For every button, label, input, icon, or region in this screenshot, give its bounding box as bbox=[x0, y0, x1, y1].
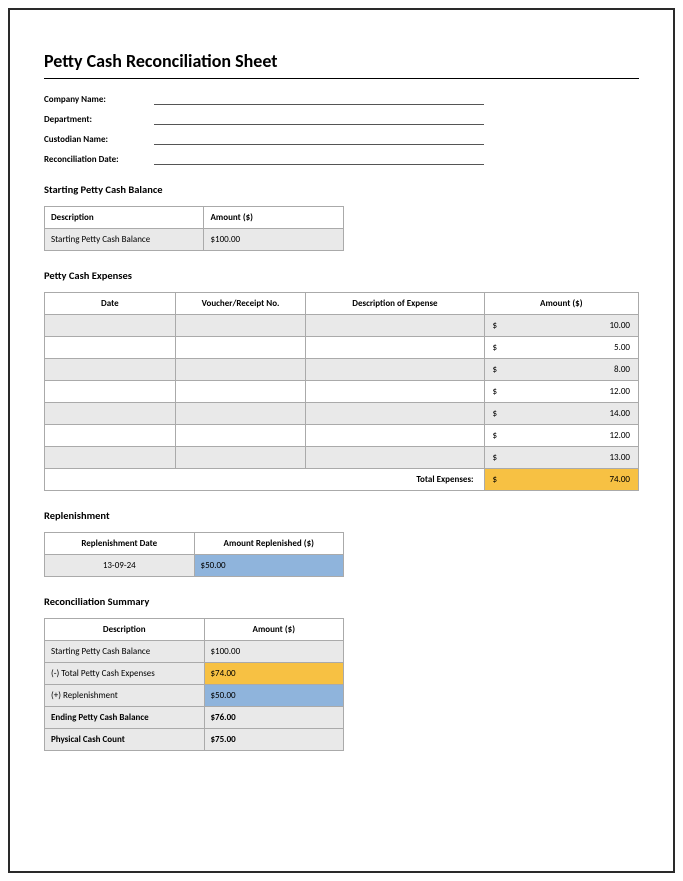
custodian-input-line[interactable] bbox=[154, 133, 484, 145]
th-description: Description bbox=[45, 207, 204, 229]
exp-amount: $13.00 bbox=[484, 447, 638, 469]
summary-desc: Ending Petty Cash Balance bbox=[45, 707, 205, 729]
summary-desc: Physical Cash Count bbox=[45, 729, 205, 751]
custodian-label: Custodian Name: bbox=[44, 134, 154, 145]
total-expenses-label: Total Expenses: bbox=[45, 469, 485, 491]
th-date: Date bbox=[45, 293, 176, 315]
rep-date: 13-09-24 bbox=[45, 555, 195, 577]
th-amount: Amount ($) bbox=[204, 207, 344, 229]
info-row-department: Department: bbox=[44, 113, 639, 125]
section-expenses: Petty Cash Expenses bbox=[44, 269, 639, 282]
exp-voucher[interactable] bbox=[175, 381, 306, 403]
info-row-custodian: Custodian Name: bbox=[44, 133, 639, 145]
exp-voucher[interactable] bbox=[175, 315, 306, 337]
exp-amount: $5.00 bbox=[484, 337, 638, 359]
document-frame: Petty Cash Reconciliation Sheet Company … bbox=[8, 8, 675, 873]
table-starting-balance: Description Amount ($) Starting Petty Ca… bbox=[44, 206, 344, 251]
page-title: Petty Cash Reconciliation Sheet bbox=[44, 50, 639, 79]
summary-amount: $76.00 bbox=[204, 707, 344, 729]
th-rep-amount: Amount Replenished ($) bbox=[194, 533, 343, 555]
exp-desc[interactable] bbox=[306, 315, 484, 337]
summary-row: (+) Replenishment$50.00 bbox=[45, 685, 344, 707]
exp-desc[interactable] bbox=[306, 425, 484, 447]
exp-amount: $10.00 bbox=[484, 315, 638, 337]
starting-amount: $100.00 bbox=[204, 229, 344, 251]
exp-date[interactable] bbox=[45, 315, 176, 337]
th-sum-desc: Description bbox=[45, 619, 205, 641]
department-label: Department: bbox=[44, 114, 154, 125]
recon-date-label: Reconciliation Date: bbox=[44, 154, 154, 165]
exp-voucher[interactable] bbox=[175, 359, 306, 381]
summary-amount: $50.00 bbox=[204, 685, 344, 707]
department-input-line[interactable] bbox=[154, 113, 484, 125]
exp-voucher[interactable] bbox=[175, 447, 306, 469]
exp-amount: $12.00 bbox=[484, 425, 638, 447]
starting-desc: Starting Petty Cash Balance bbox=[45, 229, 204, 251]
summary-row: (-) Total Petty Cash Expenses$74.00 bbox=[45, 663, 344, 685]
recon-date-input-line[interactable] bbox=[154, 153, 484, 165]
summary-row: Physical Cash Count$75.00 bbox=[45, 729, 344, 751]
summary-row: Ending Petty Cash Balance$76.00 bbox=[45, 707, 344, 729]
summary-desc: Starting Petty Cash Balance bbox=[45, 641, 205, 663]
summary-amount: $75.00 bbox=[204, 729, 344, 751]
section-summary: Reconciliation Summary bbox=[44, 595, 639, 608]
rep-amount: $50.00 bbox=[194, 555, 343, 577]
expense-row: $5.00 bbox=[45, 337, 639, 359]
exp-date[interactable] bbox=[45, 381, 176, 403]
expense-row: $13.00 bbox=[45, 447, 639, 469]
company-label: Company Name: bbox=[44, 94, 154, 105]
section-replenishment: Replenishment bbox=[44, 509, 639, 522]
table-expenses: Date Voucher/Receipt No. Description of … bbox=[44, 292, 639, 491]
summary-desc: (+) Replenishment bbox=[45, 685, 205, 707]
exp-desc[interactable] bbox=[306, 447, 484, 469]
exp-date[interactable] bbox=[45, 425, 176, 447]
exp-date[interactable] bbox=[45, 403, 176, 425]
exp-desc[interactable] bbox=[306, 381, 484, 403]
exp-date[interactable] bbox=[45, 447, 176, 469]
summary-desc: (-) Total Petty Cash Expenses bbox=[45, 663, 205, 685]
expense-row: $10.00 bbox=[45, 315, 639, 337]
exp-voucher[interactable] bbox=[175, 337, 306, 359]
th-sum-amount: Amount ($) bbox=[204, 619, 344, 641]
expense-row: $14.00 bbox=[45, 403, 639, 425]
table-replenishment: Replenishment Date Amount Replenished ($… bbox=[44, 532, 344, 577]
th-rep-date: Replenishment Date bbox=[45, 533, 195, 555]
company-input-line[interactable] bbox=[154, 93, 484, 105]
exp-amount: $12.00 bbox=[484, 381, 638, 403]
info-row-company: Company Name: bbox=[44, 93, 639, 105]
section-starting-balance: Starting Petty Cash Balance bbox=[44, 183, 639, 196]
exp-date[interactable] bbox=[45, 359, 176, 381]
summary-amount: $74.00 bbox=[204, 663, 344, 685]
exp-desc[interactable] bbox=[306, 359, 484, 381]
expense-row: $12.00 bbox=[45, 381, 639, 403]
exp-voucher[interactable] bbox=[175, 403, 306, 425]
exp-desc[interactable] bbox=[306, 403, 484, 425]
table-summary: Description Amount ($) Starting Petty Ca… bbox=[44, 618, 344, 751]
th-exp-desc: Description of Expense bbox=[306, 293, 484, 315]
exp-desc[interactable] bbox=[306, 337, 484, 359]
expense-row: $8.00 bbox=[45, 359, 639, 381]
exp-amount: $14.00 bbox=[484, 403, 638, 425]
th-voucher: Voucher/Receipt No. bbox=[175, 293, 306, 315]
exp-amount: $8.00 bbox=[484, 359, 638, 381]
exp-date[interactable] bbox=[45, 337, 176, 359]
exp-voucher[interactable] bbox=[175, 425, 306, 447]
total-expenses-amount: $ 74.00 bbox=[484, 469, 638, 491]
expense-row: $12.00 bbox=[45, 425, 639, 447]
summary-amount: $100.00 bbox=[204, 641, 344, 663]
th-exp-amount: Amount ($) bbox=[484, 293, 638, 315]
summary-row: Starting Petty Cash Balance$100.00 bbox=[45, 641, 344, 663]
info-row-recon-date: Reconciliation Date: bbox=[44, 153, 639, 165]
